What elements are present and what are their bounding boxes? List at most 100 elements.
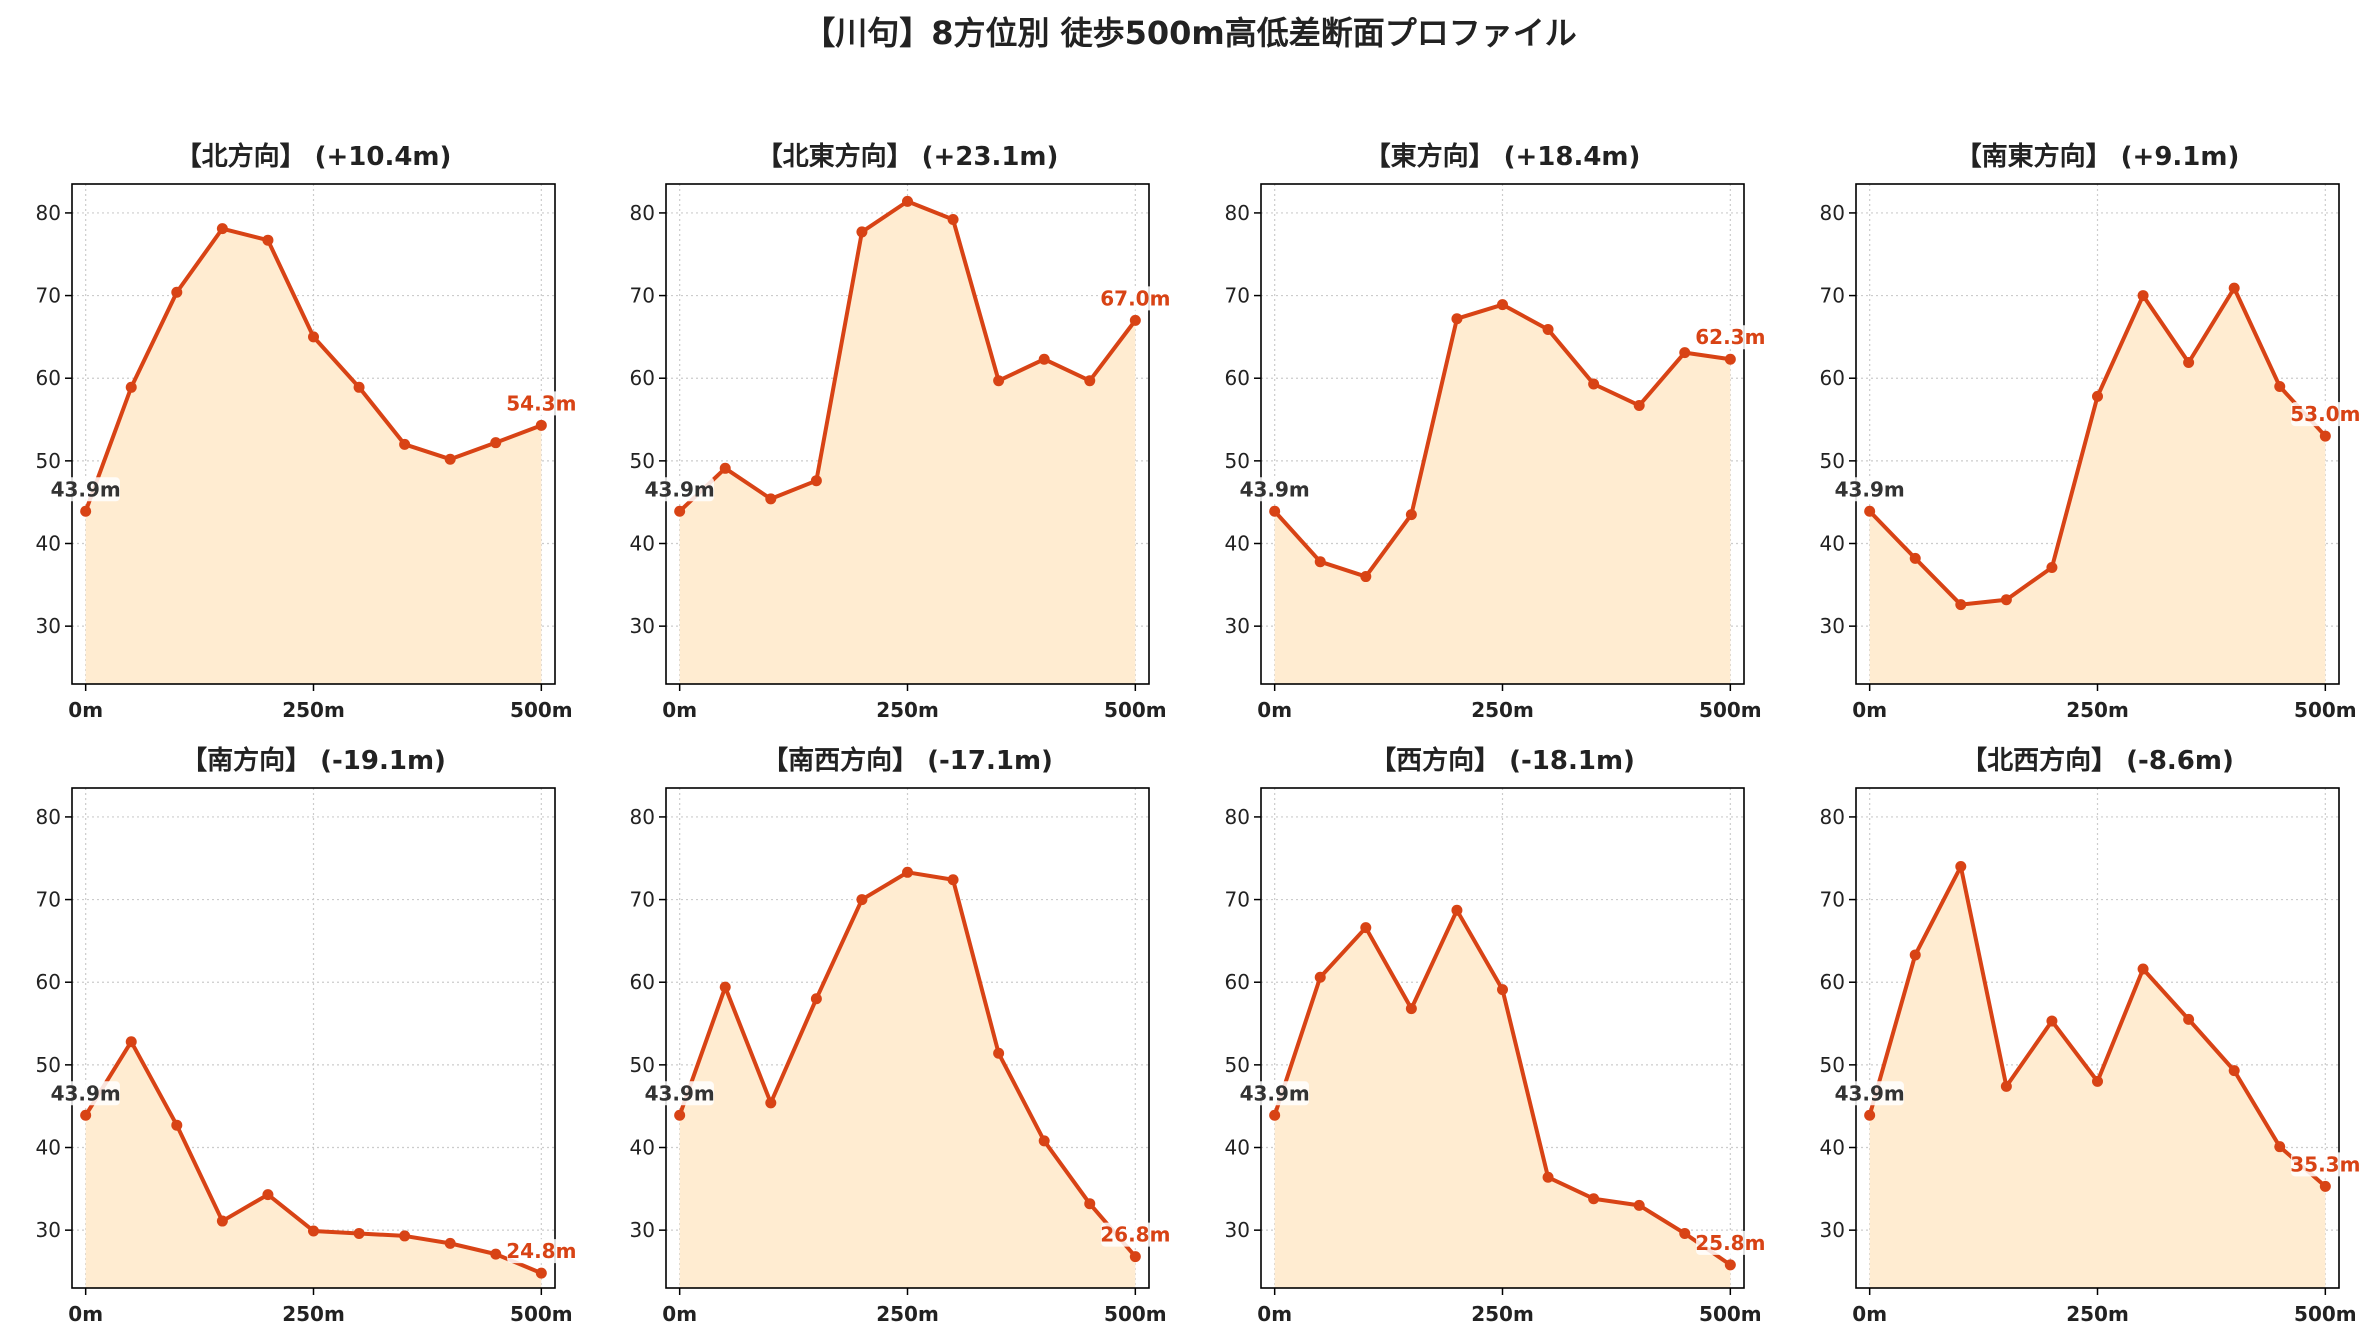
elevation-point — [856, 894, 868, 906]
elevation-point — [125, 381, 137, 393]
start-elevation-label-background — [1240, 477, 1309, 502]
elevation-point — [171, 286, 183, 298]
x-tick-label: 500m — [2294, 698, 2357, 722]
elevation-area — [1869, 288, 2326, 684]
end-elevation-label-text: 25.8m — [1695, 1231, 1765, 1255]
y-tick-label: 30 — [1820, 1218, 1845, 1242]
elevation-point — [1864, 505, 1876, 517]
y-tick-label: 50 — [1225, 1053, 1250, 1077]
end-elevation-label-background — [2291, 1152, 2360, 1177]
elevation-point — [399, 1230, 411, 1242]
x-tick-label: 500m — [510, 698, 573, 722]
elevation-point — [902, 195, 913, 207]
elevation-point — [856, 226, 868, 238]
elevation-point — [674, 1109, 686, 1121]
y-tick-label: 50 — [1820, 1053, 1845, 1077]
elevation-point — [2092, 390, 2103, 402]
elevation-point — [1129, 1251, 1141, 1263]
elevation-point — [2137, 963, 2149, 975]
x-tick-label: 0m — [68, 698, 103, 722]
elevation-point — [1679, 1227, 1691, 1239]
elevation-point — [490, 1248, 502, 1260]
elevation-area — [1274, 304, 1731, 684]
elevation-point — [1314, 971, 1326, 983]
y-tick-label: 30 — [1225, 1218, 1250, 1242]
start-elevation-label-text: 43.9m — [1240, 477, 1310, 501]
start-elevation-label-text: 43.9m — [51, 477, 121, 501]
y-tick-label: 50 — [630, 1053, 655, 1077]
x-tick-label: 250m — [282, 1302, 345, 1326]
profile-panel: 【南東方向】 (+9.1m) 30 40 50 60 70 80 0m 250m 500m 43.9… — [1820, 141, 2361, 722]
end-elevation-label: 26.8m — [1100, 1222, 1170, 1247]
elevation-point — [262, 234, 274, 246]
elevation-point — [353, 381, 365, 393]
start-elevation-label: 43.9m — [1240, 1081, 1310, 1106]
elevation-point — [2137, 290, 2149, 302]
y-tick-label: 40 — [630, 532, 655, 556]
end-elevation-label-background — [1696, 325, 1765, 350]
x-tick-label: 250m — [2066, 1302, 2129, 1326]
y-tick-label: 30 — [1225, 614, 1250, 638]
profile-panel: 【北方向】 (+10.4m) 30 40 50 60 70 80 0m 250m 500m 43.9… — [36, 141, 577, 722]
elevation-point — [1360, 571, 1372, 583]
elevation-point — [719, 981, 731, 993]
start-elevation-label: 43.9m — [1835, 477, 1905, 502]
y-tick-label: 40 — [1225, 1136, 1250, 1160]
y-tick-label: 30 — [36, 614, 61, 638]
elevation-point — [1542, 323, 1554, 335]
y-tick-label: 50 — [36, 449, 61, 473]
x-tick-label: 250m — [282, 698, 345, 722]
y-tick-label: 70 — [1820, 888, 1845, 912]
y-tick-label: 70 — [36, 284, 61, 308]
elevation-point — [2092, 1075, 2103, 1087]
x-tick-label: 0m — [1257, 698, 1292, 722]
elevation-point — [1129, 314, 1141, 326]
y-tick-label: 60 — [36, 366, 61, 390]
elevation-point — [1084, 375, 1096, 387]
y-tick-label: 80 — [630, 201, 655, 225]
elevation-point — [125, 1036, 137, 1048]
elevation-area — [679, 872, 1136, 1288]
start-elevation-label-background — [51, 1081, 120, 1106]
elevation-point — [1405, 509, 1417, 521]
y-tick-label: 60 — [1820, 970, 1845, 994]
x-tick-label: 250m — [1471, 1302, 1534, 1326]
profile-panel: 【北西方向】 (-8.6m) 30 40 50 60 70 80 0m 250m 500m 43.9… — [1820, 745, 2361, 1326]
x-tick-label: 0m — [1257, 1302, 1292, 1326]
elevation-point — [1084, 1198, 1096, 1210]
start-elevation-label: 43.9m — [51, 477, 121, 502]
start-elevation-label-background — [645, 477, 714, 502]
elevation-point — [399, 438, 411, 450]
y-tick-label: 60 — [1225, 366, 1250, 390]
panel-title: 【北方向】 (+10.4m) — [176, 141, 452, 172]
y-tick-label: 70 — [1225, 284, 1250, 308]
y-tick-label: 80 — [36, 201, 61, 225]
elevation-point — [1038, 353, 1050, 365]
profile-panel: 【北東方向】 (+23.1m) 30 40 50 60 70 80 0m 250m 500m 43.… — [630, 141, 1171, 722]
start-elevation-label-text: 43.9m — [645, 1081, 715, 1105]
y-tick-label: 60 — [1225, 970, 1250, 994]
elevation-point — [1955, 599, 1967, 611]
elevation-point — [2000, 1080, 2012, 1092]
elevation-point — [216, 1215, 228, 1227]
elevation-point — [993, 1047, 1005, 1059]
elevation-area — [1869, 866, 2326, 1288]
end-elevation-label-background — [1696, 1230, 1765, 1255]
end-elevation-label-text: 24.8m — [506, 1239, 576, 1263]
profile-panel: 【南西方向】 (-17.1m) 30 40 50 60 70 80 0m 250m 500m 43.… — [630, 745, 1171, 1326]
elevation-point — [719, 462, 731, 474]
elevation-point — [2319, 430, 2331, 442]
end-elevation-label-text: 35.3m — [2290, 1152, 2360, 1176]
elevation-point — [2183, 357, 2195, 369]
panel-title: 【南西方向】 (-17.1m) — [762, 745, 1053, 776]
elevation-point — [765, 493, 777, 505]
y-tick-label: 60 — [630, 366, 655, 390]
start-elevation-label-background — [1835, 1081, 1904, 1106]
elevation-point — [308, 1225, 319, 1237]
elevation-point — [1314, 556, 1326, 568]
elevation-point — [1497, 984, 1508, 996]
x-tick-label: 250m — [1471, 698, 1534, 722]
elevation-point — [1588, 378, 1600, 390]
